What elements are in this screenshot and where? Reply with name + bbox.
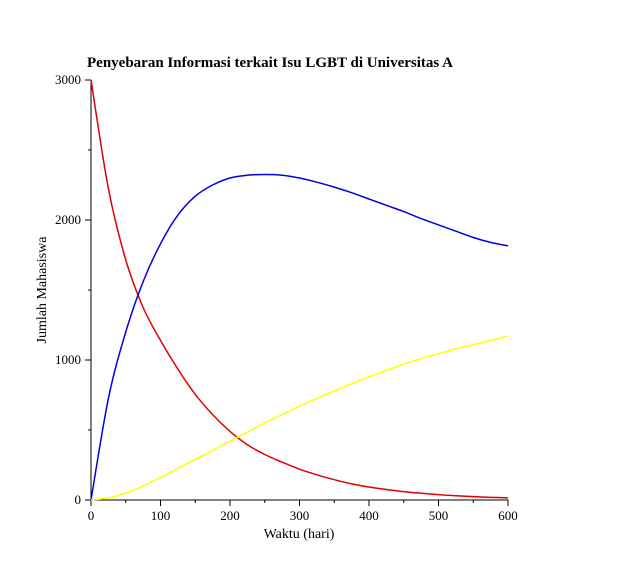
x-tick-label: 0 bbox=[88, 508, 95, 523]
chart-title: Penyebaran Informasi terkait Isu LGBT di… bbox=[87, 55, 453, 71]
x-tick-label: 600 bbox=[498, 508, 518, 523]
yellow-series-line bbox=[90, 335, 509, 501]
series-group bbox=[90, 79, 509, 501]
x-ticks: 0 100 200 300 400 500 600 bbox=[88, 500, 518, 523]
x-tick-label: 400 bbox=[359, 508, 379, 523]
y-axis-label: Jumlah Mahasiswa bbox=[35, 236, 50, 344]
red-series-line bbox=[90, 79, 509, 499]
y-tick-label: 3000 bbox=[55, 72, 81, 87]
y-ticks: 0 1000 2000 3000 bbox=[55, 72, 91, 507]
x-tick-label: 100 bbox=[151, 508, 171, 523]
x-axis-label: Waktu (hari) bbox=[264, 527, 335, 542]
x-tick-label: 500 bbox=[429, 508, 449, 523]
x-tick-label: 200 bbox=[220, 508, 240, 523]
y-tick-label: 0 bbox=[75, 492, 82, 507]
blue-series-line bbox=[90, 173, 509, 501]
y-tick-label: 2000 bbox=[55, 212, 81, 227]
y-tick-label: 1000 bbox=[55, 352, 81, 367]
x-tick-label: 300 bbox=[290, 508, 310, 523]
